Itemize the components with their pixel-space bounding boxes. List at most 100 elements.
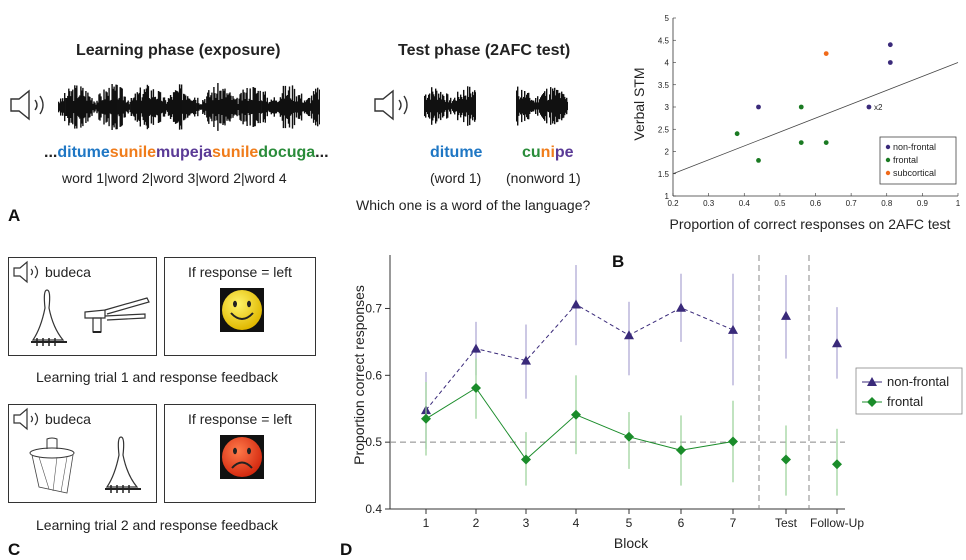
trial2-stimulus-box: budeca: [8, 404, 157, 503]
data-point-frontal: [471, 383, 481, 394]
data-point-non-frontal: [728, 324, 738, 334]
scatter-y-tick-label: 4: [665, 59, 670, 68]
scatter-x-tick-label: 0.8: [881, 199, 893, 208]
nonword-segment: cu: [522, 144, 541, 161]
sad-face-icon: [220, 435, 264, 479]
line-y-tick-label: 0.6: [365, 368, 382, 382]
speaker-icon: [13, 260, 39, 284]
legend-label: subcortical: [893, 168, 936, 178]
legend-marker-triangle: [867, 377, 877, 386]
scatter-point-non-frontal: [866, 104, 872, 110]
line-x-tick-label: 6: [678, 516, 685, 530]
scatter-point-frontal: [798, 140, 804, 146]
scatter-y-tick-label: 1.5: [658, 170, 670, 179]
test-phase-title: Test phase (2AFC test): [398, 42, 571, 59]
scatter-point-non-frontal: [756, 104, 761, 110]
legend-marker-frontal: [885, 157, 891, 163]
data-point-frontal: [521, 454, 531, 465]
line-chart-legend: non-frontal frontal: [855, 367, 963, 415]
stream-segment: sunile: [109, 144, 157, 161]
novel-object-icon: [31, 289, 67, 346]
legend-marker-subcortical: [885, 170, 891, 176]
panel-letter-d: D: [340, 540, 353, 559]
data-point-non-frontal: [571, 299, 581, 309]
scatter-y-tick-label: 2: [665, 148, 670, 157]
test-nonword: cunipe: [522, 144, 574, 162]
line-y-tick-label: 0.7: [365, 301, 382, 315]
scatter-point-non-frontal: [887, 42, 893, 48]
line-x-tick-label: 2: [473, 516, 480, 530]
feedback-label: If response = left: [188, 264, 292, 280]
scatter-point-frontal: [756, 158, 761, 163]
test-word-label: (word 1): [430, 170, 482, 186]
data-point-non-frontal: [832, 338, 842, 348]
data-point-non-frontal: [471, 343, 481, 353]
line-chart-xlabel: Block: [614, 535, 649, 551]
scatter-y-tick-label: 3.5: [658, 81, 670, 90]
trial2-feedback-box: If response = left: [164, 404, 316, 503]
panel-letter-c: C: [8, 540, 21, 559]
feedback-label: If response = left: [188, 411, 292, 427]
line-x-tick-label: 1: [423, 516, 430, 530]
scatter-x-tick-label: 0.7: [846, 199, 858, 208]
line-x-tick-label: 7: [730, 516, 737, 530]
scatter-annotation-x2: x2: [874, 103, 883, 112]
data-point-non-frontal: [521, 355, 531, 365]
speaker-icon: [10, 89, 44, 121]
legend-label: frontal: [887, 394, 923, 409]
scatter-x-tick-label: 0.9: [917, 199, 929, 208]
line-chart: Proportion correct responses Block 0.4 0.…: [351, 255, 963, 551]
audio-waveform-word: [424, 86, 476, 126]
data-point-frontal: [676, 445, 686, 456]
panel-letter-b: B: [612, 252, 625, 271]
line-x-tick-label: 4: [573, 516, 580, 530]
data-point-non-frontal: [624, 330, 634, 340]
audio-waveform-stream: [58, 83, 320, 131]
stream-segment: sunile: [212, 144, 259, 161]
novel-object-icon: [105, 436, 141, 493]
legend-marker-diamond: [867, 397, 877, 407]
trial1-caption: Learning trial 1 and response feedback: [36, 369, 279, 385]
happy-face-icon: [220, 288, 264, 332]
scatter-point-frontal: [823, 140, 829, 146]
syllable-stream: ...ditumesunilemupejasuniledocuga...: [44, 144, 329, 162]
scatter-y-tick-label: 2.5: [658, 125, 670, 134]
data-point-frontal: [624, 431, 634, 442]
stream-segment: ditume: [57, 144, 110, 161]
data-point-non-frontal: [781, 310, 791, 320]
stimulus-word: budeca: [45, 264, 91, 280]
scatter-x-tick-label: 0.2: [667, 199, 679, 208]
series-line-non-frontal: [425, 303, 734, 411]
data-point-frontal: [728, 436, 738, 447]
scatter-x-tick-label: 0.5: [774, 199, 786, 208]
audio-waveform-nonword: [516, 86, 568, 126]
data-point-frontal: [571, 409, 581, 420]
data-point-frontal: [781, 454, 791, 465]
scatter-legend: non-frontal frontal subcortical: [879, 136, 957, 185]
scatter-y-tick-label: 3: [665, 103, 670, 112]
test-word: ditume: [430, 144, 483, 161]
scatter-point-subcortical: [823, 51, 829, 56]
scatter-x-tick-label: 1: [956, 199, 961, 208]
nonword-segment: pe: [554, 144, 574, 161]
trial1-feedback-box: If response = left: [164, 257, 316, 356]
line-chart-ylabel: Proportion correct responses: [351, 285, 367, 465]
panel-letter-a: A: [8, 206, 21, 225]
scatter-point-non-frontal: [887, 60, 893, 65]
test-nonword-label: (nonword 1): [506, 170, 581, 186]
data-point-frontal: [832, 459, 842, 470]
legend-label: non-frontal: [887, 374, 949, 389]
scatter-x-tick-label: 0.6: [810, 199, 822, 208]
legend-label: non-frontal: [893, 142, 936, 152]
scatter-chart: Verbal STM Proportion of correct respons…: [631, 14, 961, 232]
stream-segment: mupeja: [156, 144, 213, 161]
test-question: Which one is a word of the language?: [356, 197, 591, 213]
scatter-x-tick-label: 0.3: [703, 199, 715, 208]
legend-label: frontal: [893, 155, 918, 165]
stream-prefix: ...: [44, 144, 58, 161]
novel-object-icon: [29, 437, 75, 494]
stimulus-word: budeca: [45, 411, 91, 427]
regression-line: [672, 62, 959, 175]
scatter-y-tick-label: 1: [665, 192, 670, 201]
novel-object-icon: [84, 297, 150, 333]
